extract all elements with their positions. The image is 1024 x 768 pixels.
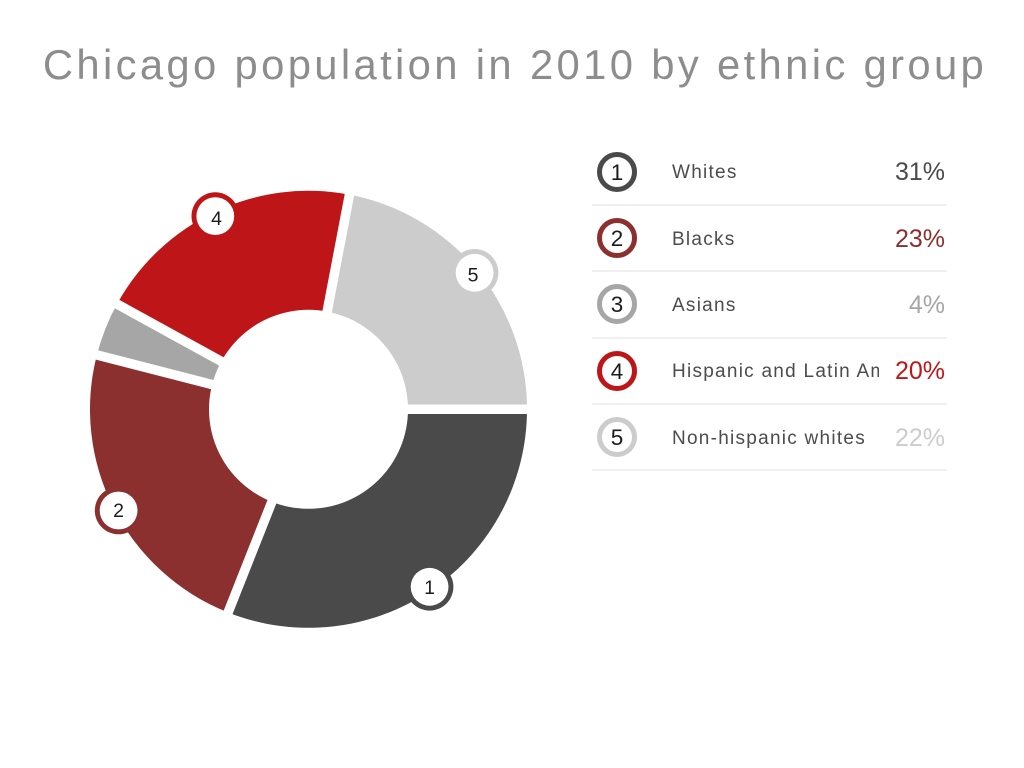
svg-text:1: 1 <box>424 577 435 599</box>
svg-text:4: 4 <box>211 208 222 230</box>
svg-text:2: 2 <box>113 500 124 522</box>
svg-text:5: 5 <box>468 264 479 286</box>
